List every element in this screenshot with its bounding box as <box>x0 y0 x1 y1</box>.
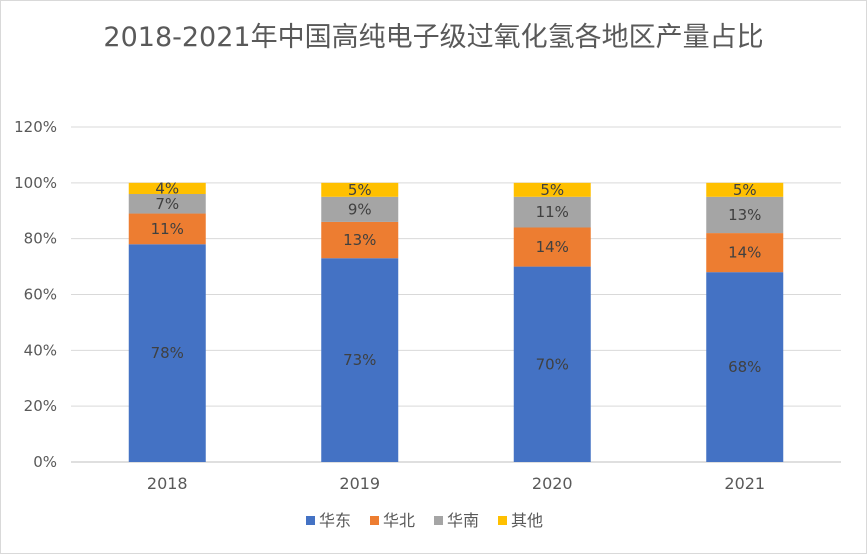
data-label: 70% <box>536 355 569 373</box>
data-label: 5% <box>733 181 757 199</box>
bar-华南-2020 <box>513 196 591 228</box>
y-tick-label: 100% <box>14 174 57 192</box>
data-label: 5% <box>348 181 372 199</box>
bar-华北-2021 <box>706 233 784 273</box>
bar-华东-2018 <box>128 244 206 462</box>
y-tick-label: 40% <box>24 341 57 359</box>
y-tick-label: 0% <box>33 453 57 471</box>
data-label: 68% <box>728 358 761 376</box>
data-label: 9% <box>348 200 372 218</box>
bar-华东-2019 <box>321 258 399 462</box>
data-label: 4% <box>155 179 179 197</box>
bar-华东-2020 <box>513 266 591 462</box>
legend-swatch-华南 <box>434 516 443 525</box>
y-tick-label: 20% <box>24 397 57 415</box>
bar-华南-2019 <box>321 196 399 222</box>
data-label: 13% <box>343 231 376 249</box>
legend-swatch-其他 <box>498 516 507 525</box>
bar-其他-2019 <box>321 182 399 197</box>
x-tick-label: 2020 <box>532 474 573 493</box>
x-tick-label: 2019 <box>339 474 380 493</box>
legend-label-华南: 华南 <box>447 511 479 530</box>
bar-其他-2020 <box>513 182 591 197</box>
data-label: 73% <box>343 351 376 369</box>
bar-其他-2018 <box>128 182 206 194</box>
data-label: 14% <box>536 238 569 256</box>
bar-华南-2018 <box>128 194 206 214</box>
bar-其他-2021 <box>706 182 784 197</box>
bar-华北-2020 <box>513 227 591 267</box>
chart-title: 2018-2021年中国高纯电子级过氧化氢各地区产量占比 <box>103 22 764 53</box>
data-label: 11% <box>536 203 569 221</box>
bar-华北-2019 <box>321 221 399 259</box>
data-label: 78% <box>151 344 184 362</box>
legend-label-其他: 其他 <box>511 511 543 530</box>
y-tick-label: 60% <box>24 286 57 304</box>
y-tick-label: 120% <box>14 118 57 136</box>
data-label: 5% <box>540 181 564 199</box>
legend-swatch-华北 <box>370 516 379 525</box>
x-tick-label: 2018 <box>147 474 188 493</box>
data-label: 13% <box>728 206 761 224</box>
legend-label-华北: 华北 <box>383 511 415 530</box>
y-tick-label: 80% <box>24 230 57 248</box>
legend-swatch-华东 <box>306 516 315 525</box>
data-label: 11% <box>151 220 184 238</box>
bar-华东-2021 <box>706 272 784 462</box>
data-label: 7% <box>155 195 179 213</box>
data-label: 14% <box>728 244 761 262</box>
bar-华南-2021 <box>706 196 784 234</box>
x-tick-label: 2021 <box>724 474 765 493</box>
legend-label-华东: 华东 <box>319 511 351 530</box>
bar-华北-2018 <box>128 213 206 245</box>
